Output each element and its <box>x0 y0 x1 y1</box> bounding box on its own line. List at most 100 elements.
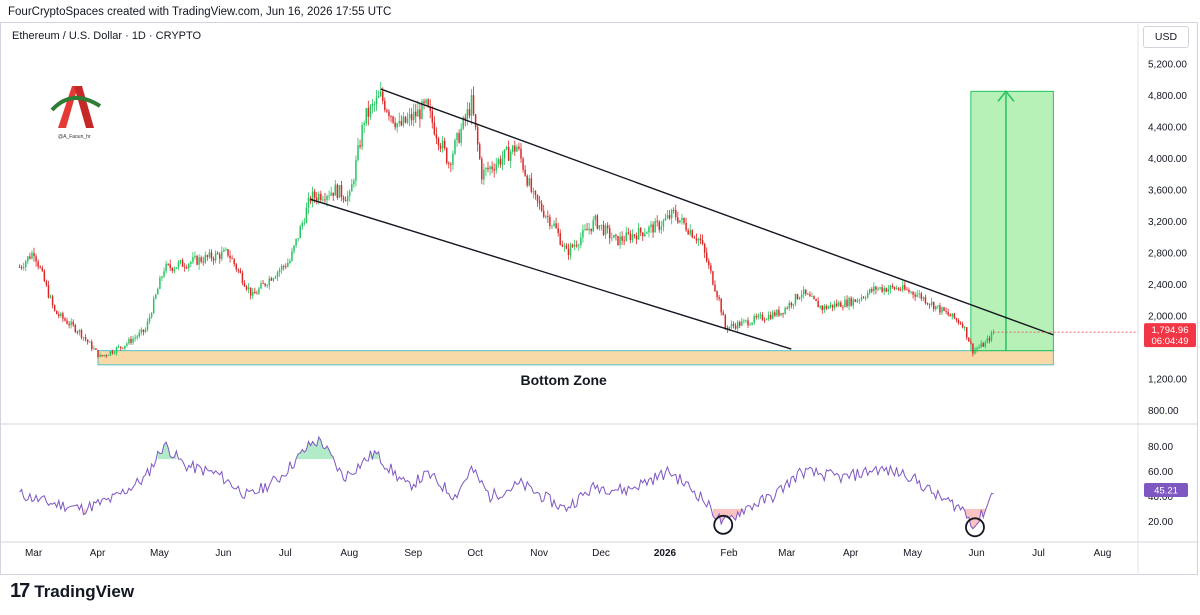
date-tick-label: 2026 <box>654 548 677 559</box>
candle-body <box>941 307 943 313</box>
candle-body <box>198 257 200 265</box>
candle-body <box>503 149 506 159</box>
rsi-overbought-fill <box>157 442 177 460</box>
candle-body <box>375 97 378 105</box>
candle-body <box>487 167 489 170</box>
candle-body <box>235 264 237 270</box>
price-tick-label: 4,800.00 <box>1148 91 1187 102</box>
candle-body <box>130 338 132 343</box>
candle-body <box>351 184 353 192</box>
candle-body <box>734 325 737 329</box>
candle-body <box>573 244 576 247</box>
candle-body <box>660 226 663 230</box>
candle-body <box>608 228 611 239</box>
candle-body <box>689 230 691 235</box>
candle-body <box>930 302 933 305</box>
date-tick-label: Oct <box>467 548 483 559</box>
candle-body <box>497 159 500 165</box>
svg-text:@A_Faoun_hr: @A_Faoun_hr <box>58 134 91 140</box>
rsi-tick-label: 80.00 <box>1148 442 1173 453</box>
candle-body <box>241 272 244 284</box>
candle-body <box>353 180 355 185</box>
candle-body <box>417 109 419 117</box>
currency-selector[interactable]: USD <box>1143 26 1189 48</box>
candle-body <box>741 321 743 326</box>
candle-body <box>699 238 702 241</box>
candle-body <box>559 232 561 245</box>
rsi-tick-label: 40.00 <box>1148 492 1173 503</box>
candle-body <box>262 283 264 285</box>
candle-body <box>82 337 85 338</box>
candle-body <box>295 238 297 246</box>
candle-body <box>410 114 413 121</box>
candle-body <box>588 228 590 231</box>
candle-body <box>879 287 881 289</box>
candle-body <box>615 235 617 237</box>
candle-body <box>86 339 89 343</box>
candle-body <box>835 303 838 306</box>
candle-body <box>509 151 512 161</box>
candle-body <box>875 286 877 290</box>
candle-body <box>848 297 850 307</box>
candle-body <box>970 341 972 344</box>
candle-body <box>520 148 522 159</box>
candle-body <box>188 264 190 268</box>
candle-body <box>540 203 543 211</box>
candle-body <box>70 321 72 326</box>
date-tick-label: Nov <box>530 548 548 559</box>
candle-body <box>850 297 852 306</box>
candle-body <box>664 218 667 221</box>
candle-body <box>617 236 619 245</box>
symbol-title[interactable]: Ethereum / U.S. Dollar · 1D · CRYPTO <box>12 30 202 42</box>
candle-body <box>221 251 223 259</box>
candle-body <box>563 245 566 247</box>
candle-body <box>582 229 584 238</box>
candle-body <box>518 146 520 149</box>
channel-logo-icon: @A_Faoun_hr <box>50 86 102 140</box>
candle-body <box>881 287 883 292</box>
candle-body <box>97 349 99 357</box>
candle-body <box>864 297 867 299</box>
candle-body <box>84 337 87 340</box>
candle-body <box>536 194 539 201</box>
candle-body <box>315 197 318 201</box>
bottom-zone-rect[interactable] <box>97 350 1054 366</box>
price-tick-label: 3,200.00 <box>1148 217 1187 228</box>
price-tick-label: 4,000.00 <box>1148 154 1187 165</box>
candle-body <box>99 355 101 357</box>
candle-body <box>908 289 910 292</box>
target-zone-rect[interactable] <box>970 90 1054 352</box>
candle-body <box>229 255 231 259</box>
candle-body <box>786 307 788 309</box>
footer-logo[interactable]: 17 TradingView <box>10 580 134 603</box>
candle-body <box>392 116 394 123</box>
candle-body <box>961 323 964 328</box>
candle-body <box>724 315 727 328</box>
candle-body <box>831 304 834 308</box>
candle-body <box>904 285 906 290</box>
candle-body <box>778 309 780 316</box>
upper-trendline[interactable] <box>380 88 1054 336</box>
candle-body <box>633 234 636 236</box>
lower-trendline[interactable] <box>310 198 792 350</box>
candle-body <box>384 100 386 111</box>
candle-body <box>571 244 574 247</box>
rsi-line[interactable] <box>19 435 994 530</box>
candle-body <box>658 221 661 230</box>
candle-body <box>233 258 235 265</box>
candle-body <box>522 158 524 170</box>
candle-body <box>547 216 549 218</box>
candle-body <box>858 299 861 301</box>
candle-body <box>621 236 623 241</box>
candle-body <box>423 101 425 104</box>
candle-body <box>303 222 306 224</box>
candle-body <box>431 110 434 123</box>
candle-body <box>652 224 654 233</box>
candle-body <box>458 132 460 143</box>
candle-body <box>328 195 330 197</box>
candle-body <box>163 271 165 277</box>
candle-body <box>792 303 795 306</box>
bar-countdown: 06:04:49 <box>1152 336 1189 347</box>
